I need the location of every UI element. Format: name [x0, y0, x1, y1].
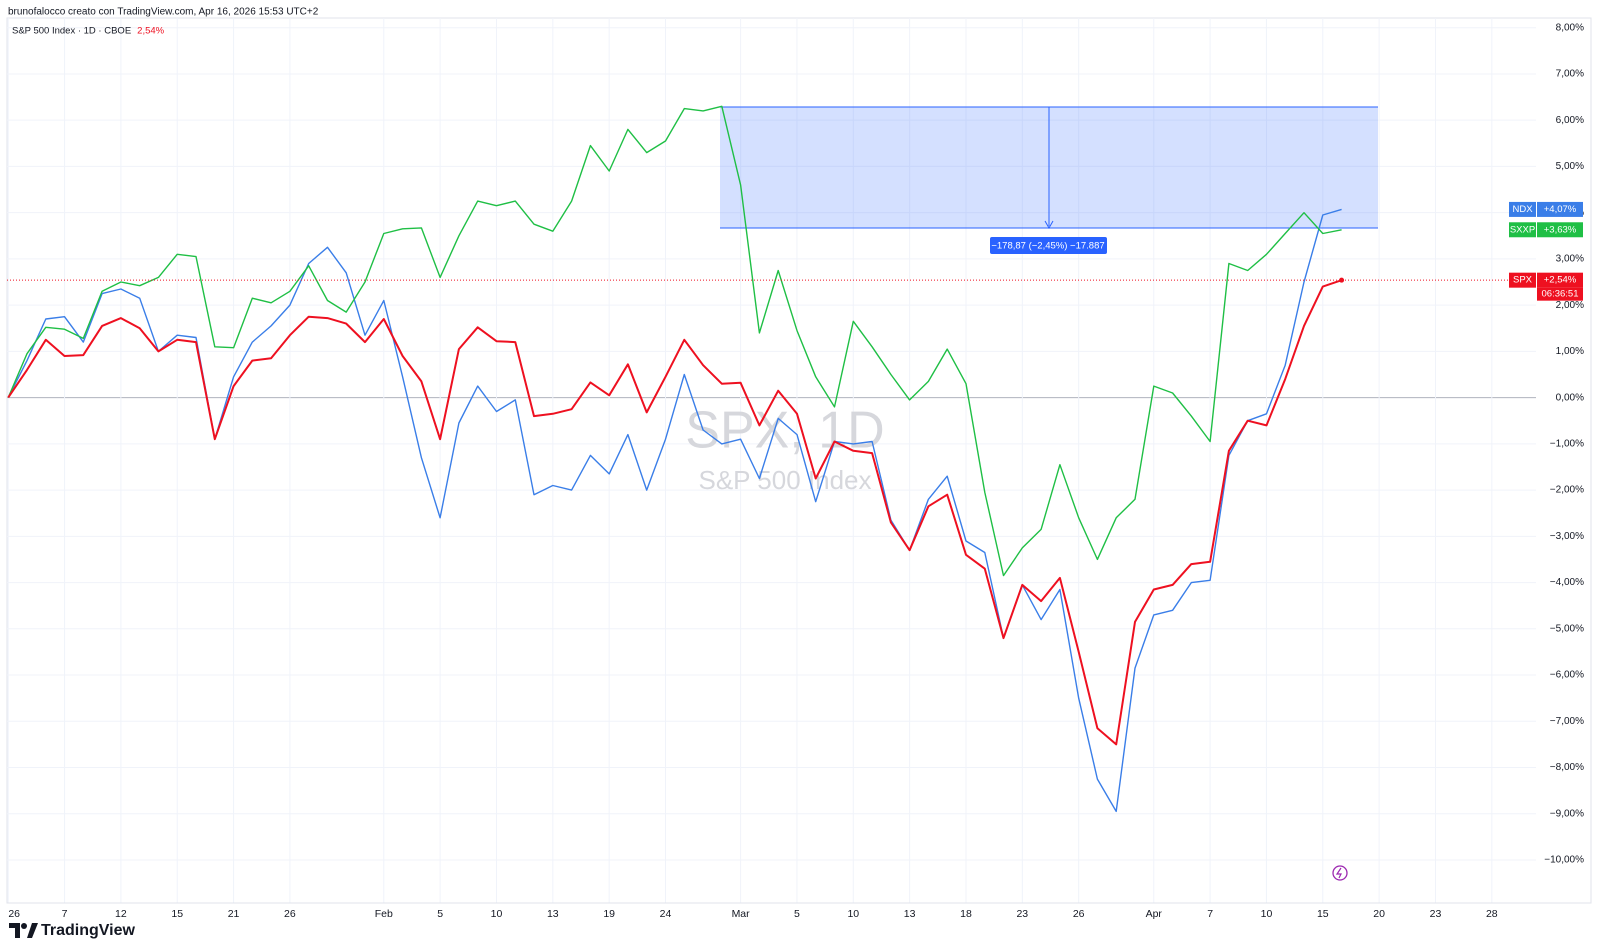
value-label-box — [1537, 222, 1583, 238]
y-tick-label: −10,00% — [1544, 855, 1584, 866]
countdown-box — [1537, 287, 1583, 301]
y-tick-label: 1,00% — [1556, 346, 1584, 357]
series-line — [7, 105, 1342, 577]
y-tick-label: −8,00% — [1550, 762, 1584, 773]
y-tick-label: −4,00% — [1550, 577, 1584, 588]
x-tick-label: 5 — [437, 908, 443, 920]
measure-label: −178,87 (−2,45%) −17.887 — [991, 241, 1104, 252]
series-line — [7, 208, 1342, 813]
last-point — [1339, 277, 1345, 283]
value-label: +4,07% — [1544, 204, 1577, 215]
x-tick-label: 28 — [1486, 908, 1498, 920]
x-tick-label: 10 — [1261, 908, 1273, 920]
logo-shape — [21, 923, 27, 929]
series-name: SPX — [1513, 275, 1533, 286]
x-tick-label: 19 — [603, 908, 615, 920]
x-tick-label: 15 — [1317, 908, 1329, 920]
x-tick-label: 5 — [794, 908, 800, 920]
x-tick-label: 21 — [228, 908, 240, 920]
x-tick-label: Feb — [375, 908, 393, 920]
series — [7, 105, 1536, 813]
axes: 8,00%7,00%6,00%5,00%4,00%3,00%2,00%1,00%… — [7, 22, 1591, 920]
series-name-box — [1509, 201, 1536, 217]
value-label: +3,63% — [1544, 224, 1577, 235]
watermark-subtitle: S&P 500 Index — [699, 465, 872, 495]
series-name-box — [1509, 222, 1536, 238]
x-tick-label: 12 — [115, 908, 127, 920]
y-tick-label: 8,00% — [1556, 22, 1584, 33]
legend-value: 2,54% — [137, 26, 164, 37]
legend-title: S&P 500 Index · 1D · CBOE — [12, 26, 131, 37]
y-tick-label: −3,00% — [1550, 531, 1584, 542]
x-tick-label: 20 — [1373, 908, 1385, 920]
y-tick-label: −1,00% — [1550, 438, 1584, 449]
x-tick-label: 13 — [904, 908, 916, 920]
y-tick-label: −6,00% — [1550, 670, 1584, 681]
event-icon-bolt — [1335, 867, 1342, 879]
x-tick-label: 18 — [960, 908, 972, 920]
x-tick-label: Apr — [1146, 908, 1163, 920]
y-tick-label: 5,00% — [1556, 161, 1584, 172]
brand: TradingView — [41, 922, 136, 939]
value-label-box — [1537, 272, 1583, 288]
y-tick-label: 2,00% — [1556, 300, 1584, 311]
x-tick-label: 26 — [284, 908, 296, 920]
y-tick-label: −5,00% — [1550, 623, 1584, 634]
x-tick-label: 7 — [62, 908, 68, 920]
event-icon[interactable] — [1332, 865, 1348, 881]
logo-shape — [27, 923, 38, 938]
measure-label-box — [990, 237, 1107, 254]
x-tick-label: 10 — [847, 908, 859, 920]
value-label: +2,54% — [1544, 275, 1577, 286]
series-name: NDX — [1512, 204, 1533, 215]
y-tick-label: 3,00% — [1556, 254, 1584, 265]
x-tick-label: 13 — [547, 908, 559, 920]
grid — [7, 18, 1536, 903]
x-tick-label: Mar — [732, 908, 751, 920]
logo-shape — [9, 923, 20, 938]
y-tick-label: −9,00% — [1550, 808, 1584, 819]
y-tick-label: −2,00% — [1550, 485, 1584, 496]
x-tick-label: 26 — [8, 908, 20, 920]
x-tick-label: 7 — [1207, 908, 1213, 920]
measure-arrowhead — [1044, 220, 1054, 230]
series-line — [7, 279, 1342, 746]
x-tick-label: 23 — [1430, 908, 1442, 920]
y-tick-label: 0,00% — [1556, 392, 1584, 403]
y-tick-label: 6,00% — [1556, 115, 1584, 126]
y-tick-label: −7,00% — [1550, 716, 1584, 727]
x-tick-label: 23 — [1016, 908, 1028, 920]
countdown: 06:36:51 — [1542, 289, 1579, 300]
x-tick-label: 10 — [491, 908, 503, 920]
value-label-box — [1537, 201, 1583, 217]
x-tick-label: 24 — [660, 908, 672, 920]
attribution: brunofalocco creato con TradingView.com,… — [8, 7, 319, 18]
x-tick-label: 26 — [1073, 908, 1085, 920]
brand-logo: TradingView — [9, 922, 136, 939]
series-name-box — [1509, 272, 1536, 288]
series-name: SXXP — [1510, 224, 1535, 235]
y-tick-label: 7,00% — [1556, 69, 1584, 80]
x-tick-label: 15 — [171, 908, 183, 920]
